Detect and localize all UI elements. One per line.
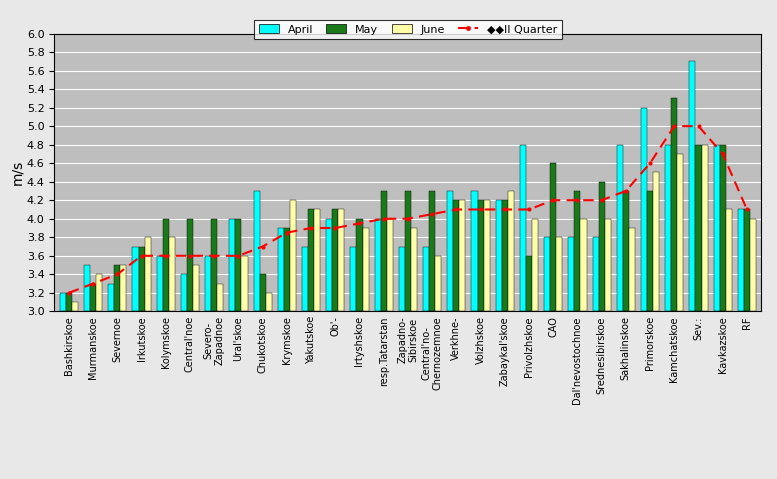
Bar	[702, 145, 708, 311]
Bar	[496, 200, 502, 311]
Bar	[453, 200, 459, 311]
Bar	[532, 219, 538, 311]
Bar	[726, 209, 732, 311]
Bar	[429, 191, 435, 311]
Bar	[520, 145, 526, 311]
Bar	[145, 237, 151, 311]
Bar	[556, 237, 563, 311]
Bar	[629, 228, 635, 311]
Bar	[598, 182, 605, 311]
Bar	[253, 191, 260, 311]
Bar	[181, 274, 187, 311]
Bar	[211, 219, 218, 311]
Bar	[266, 293, 272, 311]
Bar	[750, 219, 756, 311]
Bar	[229, 219, 235, 311]
Bar	[720, 145, 726, 311]
Bar	[357, 219, 363, 311]
Bar	[617, 145, 623, 311]
Bar	[302, 247, 308, 311]
Bar	[744, 209, 750, 311]
Bar	[411, 228, 417, 311]
Bar	[478, 200, 483, 311]
Bar	[138, 247, 145, 311]
Bar	[375, 219, 381, 311]
Bar	[550, 163, 556, 311]
Bar	[689, 61, 695, 311]
Bar	[169, 237, 175, 311]
Bar	[108, 284, 114, 311]
Bar	[72, 302, 78, 311]
Bar	[333, 209, 338, 311]
Bar	[568, 237, 574, 311]
Y-axis label: m/s: m/s	[10, 160, 24, 185]
Bar	[405, 191, 411, 311]
Bar	[114, 265, 120, 311]
Bar	[260, 274, 266, 311]
Bar	[678, 154, 683, 311]
Bar	[290, 200, 296, 311]
Bar	[623, 191, 629, 311]
Bar	[647, 191, 653, 311]
Bar	[387, 219, 393, 311]
Bar	[526, 256, 532, 311]
Bar	[695, 145, 702, 311]
Bar	[508, 191, 514, 311]
Bar	[580, 219, 587, 311]
Bar	[338, 209, 344, 311]
Bar	[641, 108, 647, 311]
Bar	[423, 247, 429, 311]
Bar	[235, 219, 242, 311]
Bar	[187, 219, 193, 311]
Bar	[665, 145, 671, 311]
Legend: April, May, June, ◆◆II Quarter: April, May, June, ◆◆II Quarter	[254, 20, 562, 39]
Bar	[399, 247, 405, 311]
Bar	[193, 265, 199, 311]
Bar	[671, 98, 678, 311]
Bar	[277, 228, 284, 311]
Bar	[350, 247, 357, 311]
Bar	[96, 274, 103, 311]
Bar	[162, 219, 169, 311]
Bar	[120, 265, 127, 311]
Bar	[66, 293, 72, 311]
Bar	[60, 293, 66, 311]
Bar	[381, 191, 387, 311]
Bar	[205, 256, 211, 311]
Bar	[242, 256, 248, 311]
Bar	[218, 284, 223, 311]
Bar	[472, 191, 478, 311]
Bar	[448, 191, 453, 311]
Bar	[653, 172, 659, 311]
Bar	[605, 219, 611, 311]
Bar	[90, 284, 96, 311]
Bar	[544, 237, 550, 311]
Bar	[133, 247, 138, 311]
Bar	[738, 209, 744, 311]
Bar	[326, 219, 333, 311]
Bar	[284, 228, 290, 311]
Bar	[363, 228, 368, 311]
Bar	[84, 265, 90, 311]
Bar	[502, 200, 508, 311]
Bar	[574, 191, 580, 311]
Bar	[459, 200, 465, 311]
Bar	[308, 209, 314, 311]
Bar	[435, 256, 441, 311]
Bar	[157, 256, 162, 311]
Bar	[483, 200, 490, 311]
Bar	[713, 145, 720, 311]
Bar	[593, 237, 598, 311]
Bar	[314, 209, 320, 311]
